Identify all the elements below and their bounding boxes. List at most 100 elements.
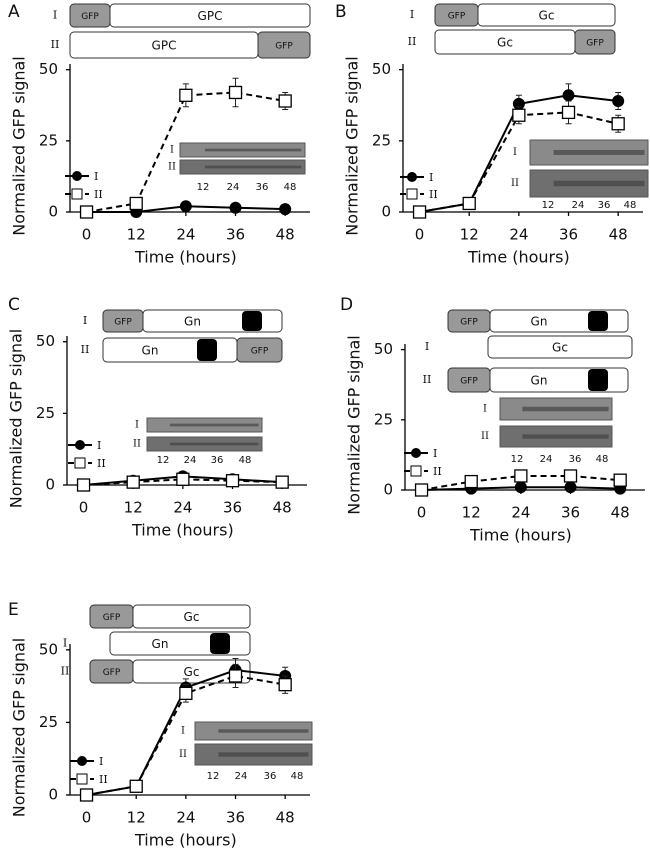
tm-domain [588,311,608,331]
legend-marker [77,756,87,766]
y-tick-label: 50 [374,340,393,358]
data-point [412,205,427,219]
data-point [462,196,476,211]
y-tick-label: 0 [381,203,391,221]
data-point [414,483,429,497]
x-axis-title: Time (hours) [467,248,570,267]
x-tick-label: 12 [127,226,146,244]
legend-marker [71,188,83,200]
construct-text: GFP [448,12,466,22]
blot-row-label: II [168,162,176,173]
y-tick-label: 50 [36,332,55,350]
legend-label: I [433,447,437,460]
data-point [179,200,192,213]
data-point [563,469,578,483]
data-point [176,472,190,486]
x-tick-label: 12 [462,504,481,522]
data-point [179,686,193,701]
blot-lane-label: 12 [157,455,170,466]
gfp-box [236,337,283,363]
construct-text: Gn [531,315,548,329]
data-point [278,94,292,108]
y-tick-label: 50 [39,640,58,658]
tm-domain [588,369,608,391]
construct-label: I [63,637,67,650]
blot-lane-label: 24 [227,182,240,193]
data-point [129,779,143,793]
construct-label: II [51,38,60,51]
data-point [562,89,575,102]
construct-text: GFP [460,377,478,387]
legend-marker [410,465,422,477]
legend-label: I [429,171,433,184]
data-point [514,469,528,483]
legend-marker [72,171,82,181]
legend-label: I [97,439,101,452]
legend-label: I [99,755,103,768]
blot-lane-label: 36 [569,454,582,465]
x-axis-title: Time (hours) [469,526,572,545]
data-point [179,88,193,102]
tm-domain [197,339,217,361]
construct-label: II [61,665,70,678]
x-tick-label: 0 [415,226,425,244]
data-point [512,108,526,122]
legend-marker [75,440,85,450]
data-point [228,669,243,683]
blot-lane-label: 36 [598,200,611,211]
y-tick-label: 50 [372,60,391,78]
legend-label: II [99,773,108,786]
blot-lane-label: 12 [511,454,524,465]
x-tick-label: 48 [273,499,292,517]
blot-lane-label: 48 [284,182,297,193]
blot-row-label: II [481,431,489,442]
x-tick-label: 24 [176,809,195,827]
construct-text: GFP [114,318,132,328]
blot-lane-label: 12 [542,200,555,211]
legend-marker [76,773,88,785]
blot-row-label: I [513,147,517,158]
construct-text: GFP [81,12,99,22]
data-point [76,478,91,492]
construct-label: II [423,373,432,386]
construct-text: GFP [103,668,121,678]
blot-lane-label: 36 [211,455,224,466]
y-tick-label: 0 [48,786,58,804]
construct-text: Gn [531,374,548,388]
blot-row-label: I [170,145,174,156]
construct-label: I [410,8,414,21]
construct-text: GPC [152,39,177,53]
blot-lane-label: 48 [624,200,637,211]
construct-text: Gc [539,9,555,23]
x-tick-label: 36 [559,226,578,244]
data-point [225,474,240,488]
y-tick-label: 50 [39,60,58,78]
data-point [514,481,527,494]
y-tick-label: 25 [39,131,58,149]
legend-label: II [97,457,106,470]
construct-text: GFP [103,613,121,623]
construct-label: II [408,35,417,48]
legend-marker [74,457,86,469]
y-tick-label: 25 [374,410,393,428]
x-tick-label: 24 [173,499,192,517]
legend-label: II [433,465,442,478]
data-point [561,105,576,120]
data-point [611,117,625,131]
tm-domain [210,633,230,654]
x-tick-label: 48 [276,226,295,244]
series-line [83,478,283,486]
x-axis-title: Time (hours) [134,831,237,850]
legend-marker [411,448,421,458]
construct-label: II [81,343,90,356]
legend-label: II [94,188,103,201]
tm-domain [242,311,262,331]
construct-text: GFP [275,42,293,52]
blot-lane-label: 24 [235,771,248,782]
x-tick-label: 12 [460,226,479,244]
construct-text: GPC [198,9,223,23]
y-tick-label: 0 [45,476,55,494]
legend-marker [406,188,418,200]
blot-lane-label: 48 [291,771,304,782]
data-point [279,203,292,216]
